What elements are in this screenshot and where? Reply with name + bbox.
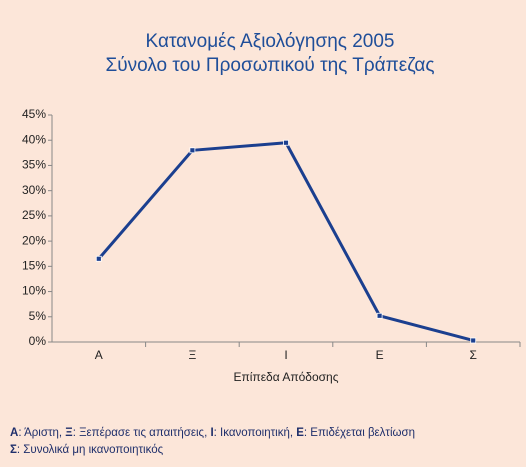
footnote-key: Σ <box>10 444 17 456</box>
footnote: Σ: Συνολικά μη ικανοποιητικός <box>10 444 164 456</box>
y-tick-label: 30% <box>22 183 46 197</box>
marker <box>470 337 477 344</box>
footnote-text: : Συνολικά μη ικανοποιητικός <box>17 444 164 456</box>
footnote-text: : Άριστη, <box>18 427 65 439</box>
marker <box>283 139 289 146</box>
x-tick-label: Ε <box>376 348 384 362</box>
footnote-text: : Ικανοποιητική, <box>214 427 297 439</box>
y-tick-label: 25% <box>22 208 46 222</box>
x-tick-label: Ι <box>284 348 287 362</box>
chart-subtitle: Σύνολο του Προσωπικού της Τράπεζας <box>106 55 435 76</box>
x-tick-label: Α <box>95 348 103 362</box>
y-tick-label: 20% <box>22 233 46 247</box>
line <box>97 141 474 342</box>
footnote-key: Ξ <box>65 427 72 439</box>
chart-title: Κατανομές Αξιολόγησης 2005 <box>146 31 395 52</box>
y-tick-label: 10% <box>22 284 46 298</box>
y-tick-label: 0% <box>29 334 47 348</box>
marker <box>95 255 102 262</box>
footnote-key: Α <box>10 427 18 439</box>
footnote-key: Ι <box>210 427 213 439</box>
x-tick-label: Ξ <box>188 348 196 362</box>
y-tick-label: 15% <box>22 259 46 273</box>
footnote: Α: Άριστη, Ξ: Ξεπέρασε τις απαιτήσεις, Ι… <box>10 427 415 439</box>
footnote-text: : Επιδέχεται βελτίωση <box>304 427 415 439</box>
x-axis-label: Επίπεδα Απόδοσης <box>233 370 338 384</box>
marker <box>376 312 383 319</box>
y-tick-label: 5% <box>29 309 47 323</box>
footnote-key: Ε <box>296 427 304 439</box>
y-tick-label: 35% <box>22 158 46 172</box>
marker <box>189 147 196 154</box>
y-tick-label: 40% <box>22 132 46 146</box>
footnote-text: : Ξεπέρασε τις απαιτήσεις, <box>73 427 211 439</box>
y-tick-label: 45% <box>22 107 46 121</box>
x-tick-label: Σ <box>469 348 476 362</box>
